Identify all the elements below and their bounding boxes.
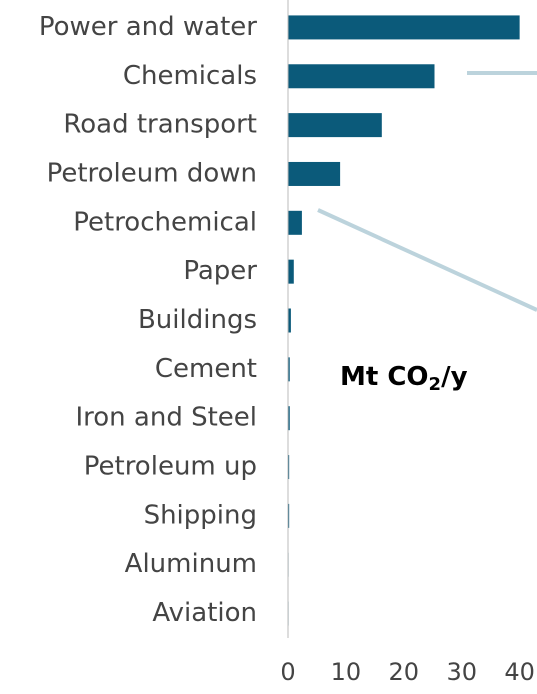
y-tick-label: Petrochemical xyxy=(73,207,257,237)
y-tick-label: Aluminum xyxy=(125,549,257,579)
annotation: Mt CO2/y xyxy=(340,362,468,396)
x-tick-label: 20 xyxy=(389,658,420,686)
x-tick-label: 10 xyxy=(331,658,362,686)
y-tick-label: Power and water xyxy=(39,12,257,42)
callout-line xyxy=(317,208,537,312)
bar xyxy=(288,406,290,431)
bar xyxy=(288,357,290,382)
bar xyxy=(288,259,294,284)
y-tick-label: Road transport xyxy=(63,110,257,140)
y-tick-label: Buildings xyxy=(138,305,257,335)
y-tick-label: Paper xyxy=(183,256,257,286)
x-tick-label: 30 xyxy=(446,658,477,686)
y-tick-label: Shipping xyxy=(144,500,257,530)
x-tick-label: 40 xyxy=(504,658,535,686)
annotation-sub: 2 xyxy=(429,374,442,395)
bar xyxy=(288,64,435,89)
bar xyxy=(288,210,302,235)
bar xyxy=(288,15,520,40)
y-tick-label: Iron and Steel xyxy=(75,403,257,433)
y-tick-label: Petroleum down xyxy=(47,158,257,188)
annotation-suffix: /y xyxy=(441,362,467,392)
y-tick-label: Cement xyxy=(155,354,257,384)
bar xyxy=(288,455,290,480)
bar xyxy=(288,308,291,333)
y-tick-label: Petroleum up xyxy=(84,452,257,482)
x-tick-label: 0 xyxy=(280,658,295,686)
bar xyxy=(288,113,382,138)
y-tick-label: Chemicals xyxy=(123,61,257,91)
y-tick-label: Aviation xyxy=(152,598,257,628)
bar xyxy=(288,503,290,528)
bar xyxy=(288,161,341,186)
annotation-text: Mt CO xyxy=(340,362,429,392)
